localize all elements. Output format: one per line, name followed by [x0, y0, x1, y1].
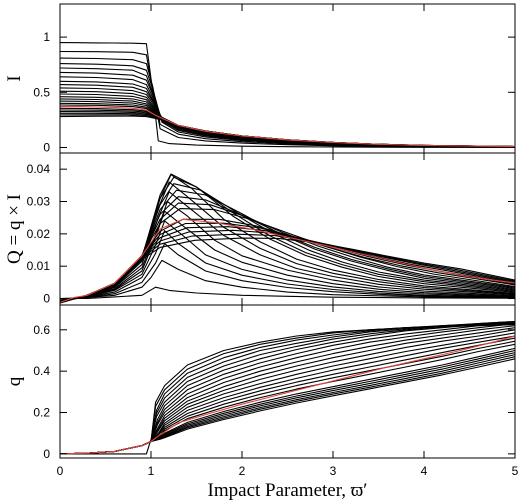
polarization-fraction-curve-0: [60, 439, 152, 455]
x-tick-label-1: 1: [148, 464, 155, 478]
polarized-flux-curve-17: [59, 218, 516, 303]
panel-polarization-fraction: 0 0.2 0.4 0.6 q: [4, 304, 516, 461]
intensity-ytick-label-1: 0.5: [33, 85, 50, 99]
intensity-ytick-label-0: 0: [43, 140, 50, 154]
polarized-flux-curve-0: [60, 286, 516, 300]
x-axis-title: Impact Parameter, ϖ′: [208, 480, 368, 501]
x-tick-label-3: 3: [330, 464, 337, 478]
polarized-flux-curve-7: [59, 191, 516, 302]
x-tick-label-0: 0: [57, 464, 64, 478]
panel-polarization-fraction-frame: [59, 304, 516, 459]
polarization-fraction-ytick-label-1: 0.2: [33, 406, 50, 420]
x-tick-label-4: 4: [421, 464, 428, 478]
polarized-flux-ytick-label-2: 0.02: [27, 227, 51, 241]
polarization-fraction-ytick-label-2: 0.4: [33, 364, 50, 378]
panel-polarized-flux-curves: [59, 173, 516, 304]
panel-intensity-ylabel: I: [4, 75, 25, 81]
polarized-flux-curve-3: [59, 230, 516, 301]
panel-polarized-flux-ticks: 0 0.01 0.02 0.03 0.04: [27, 153, 516, 306]
polarized-flux-ytick-label-0: 0: [43, 292, 50, 306]
polarized-flux-curve-6: [59, 200, 516, 302]
polarization-fraction-ytick-label-0: 0: [43, 447, 50, 461]
x-tick-label-2: 2: [239, 464, 246, 478]
panel-intensity: 00.51 I: [4, 3, 516, 154]
polarized-flux-curve-23: [59, 237, 516, 304]
polarized-flux-ytick-label-1: 0.01: [27, 259, 51, 273]
polarized-flux-curve-4: [59, 220, 516, 302]
panel-intensity-curves: [59, 42, 516, 148]
panel-polarized-flux-ylabel: Q = q × I: [4, 194, 25, 264]
polarized-flux-curve-5: [59, 210, 516, 302]
polarized-flux-ytick-label-4: 0.04: [27, 162, 51, 176]
panel-intensity-ticks: 00.51: [33, 4, 516, 154]
intensity-ytick-label-2: 1: [43, 30, 50, 44]
panel-polarization-fraction-ylabel: q: [4, 376, 25, 386]
intensity-curve-17: [59, 105, 516, 148]
intensity-curve-0: [59, 42, 516, 148]
polarized-flux-curve-2: [59, 243, 516, 301]
panel-polarization-fraction-curves: [59, 320, 516, 455]
polarization-fraction-ytick-label-3: 0.6: [33, 323, 50, 337]
x-tick-label-5: 5: [512, 464, 519, 478]
polarized-flux-curve-8: [59, 181, 516, 302]
polarization-fraction-curve-17: [59, 335, 516, 455]
polarized-flux-ytick-label-3: 0.03: [27, 195, 51, 209]
x-axis-tick-labels: 0 1 2 3 4 5: [57, 464, 519, 478]
polarized-flux-curve-1: [59, 259, 516, 300]
panel-polarized-flux: 0 0.01 0.02 0.03 0.04 Q = q × I: [4, 152, 516, 306]
